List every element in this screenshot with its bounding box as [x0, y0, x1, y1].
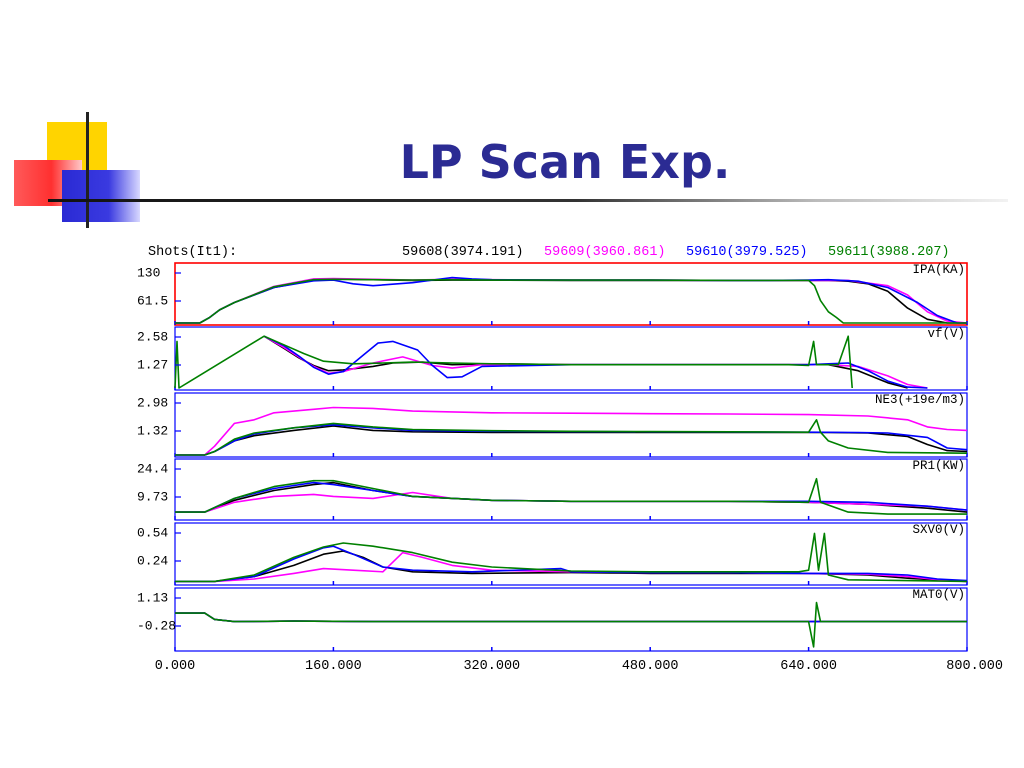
y-tick-label-mat0-0: 1.13 — [137, 590, 168, 605]
y-tick-label-vf-0: 2.58 — [137, 329, 168, 344]
y-tick-label-sxv0-0: 0.54 — [137, 525, 168, 540]
series-line-ipa-59611 — [175, 278, 967, 324]
series-line-ne3-59611 — [175, 418, 968, 456]
y-tick-label-vf-1: 1.27 — [137, 357, 168, 372]
series-line-vf-59611 — [174, 335, 853, 389]
panel-frame-pr1 — [174, 458, 968, 521]
panel-mat0: 1.13 -0.28 MAT0(V) — [137, 587, 968, 652]
x-tick-label-1: 160.000 — [305, 659, 362, 674]
panel-label-mat0: MAT0(V) — [912, 588, 965, 602]
shot-label-0: 59608(3974.191) — [402, 245, 524, 260]
decor-blue-square — [62, 170, 140, 222]
series-line-vf-59610 — [263, 335, 928, 389]
y-tick-label-pr1-0: 24.4 — [137, 461, 168, 476]
x-tick-label-2: 320.000 — [463, 659, 520, 674]
panel-vf: 2.58 1.27 vf(V) — [137, 326, 968, 391]
shot-label-3: 59611(3988.207) — [828, 245, 950, 260]
y-tick-label-pr1-1: 9.73 — [137, 489, 168, 504]
panel-label-sxv0: SXV0(V) — [912, 523, 965, 537]
decor-vertical-line — [86, 112, 89, 228]
y-tick-label-ne3-0: 2.98 — [137, 395, 168, 410]
x-tick-label-5: 800.000 — [946, 659, 1003, 674]
slide-title: LP Scan Exp. — [399, 135, 731, 189]
panel-sxv0: 0.54 0.24 SXV0(V) — [137, 522, 968, 586]
series-line-ne3-59609 — [175, 406, 968, 456]
y-tick-label-ne3-1: 1.32 — [137, 423, 168, 438]
shot-label-1: 59609(3960.861) — [544, 245, 666, 260]
panel-ne3: 2.98 1.32 NE3(+19e/m3) — [137, 392, 968, 458]
series-line-sxv0-59611 — [175, 532, 968, 583]
shots-header-prefix: Shots(It1): — [148, 245, 245, 260]
panel-label-pr1: PR1(KW) — [912, 459, 965, 473]
series-line-mat0-59611 — [175, 601, 967, 648]
shot-label-2: 59610(3979.525) — [686, 245, 808, 260]
series-line-pr1-59611 — [175, 477, 967, 515]
y-tick-label-ipa-1: 61.5 — [137, 293, 168, 308]
y-tick-label-mat0-1: -0.28 — [137, 618, 176, 633]
x-tick-label-3: 480.000 — [622, 659, 679, 674]
panel-frame-ipa — [174, 262, 968, 326]
panel-frame-mat0 — [174, 587, 968, 652]
chart-panels: 130 61.5 IPA(KA) 2.58 1.27 vf(V) 2.98 1.32 NE3(+… — [137, 262, 968, 652]
series-line-sxv0-59610 — [175, 545, 968, 583]
shots-legend: 59608(3974.191) 59609(3960.861) 59610(3979… — [402, 245, 950, 260]
panel-label-ne3: NE3(+19e/m3) — [875, 393, 965, 407]
series-line-sxv0-59608 — [175, 550, 968, 583]
y-tick-label-sxv0-1: 0.24 — [137, 553, 168, 568]
panel-label-ipa: IPA(KA) — [912, 263, 965, 277]
panel-frame-sxv0 — [174, 522, 968, 586]
panel-label-vf: vf(V) — [927, 327, 965, 341]
panel-pr1: 24.4 9.73 PR1(KW) — [137, 458, 968, 521]
y-tick-label-ipa-0: 130 — [137, 265, 160, 280]
x-tick-label-4: 640.000 — [780, 659, 837, 674]
panel-frame-vf — [174, 326, 968, 391]
x-tick-label-0: 0.000 — [155, 659, 196, 674]
x-axis: 0.000 160.000 320.000 480.000 640.000 800.000 — [155, 659, 1003, 674]
panel-frame-ne3 — [174, 392, 968, 458]
title-underline — [48, 199, 1008, 202]
panel-ipa: 130 61.5 IPA(KA) — [137, 262, 968, 326]
series-line-vf-59609 — [263, 335, 928, 389]
